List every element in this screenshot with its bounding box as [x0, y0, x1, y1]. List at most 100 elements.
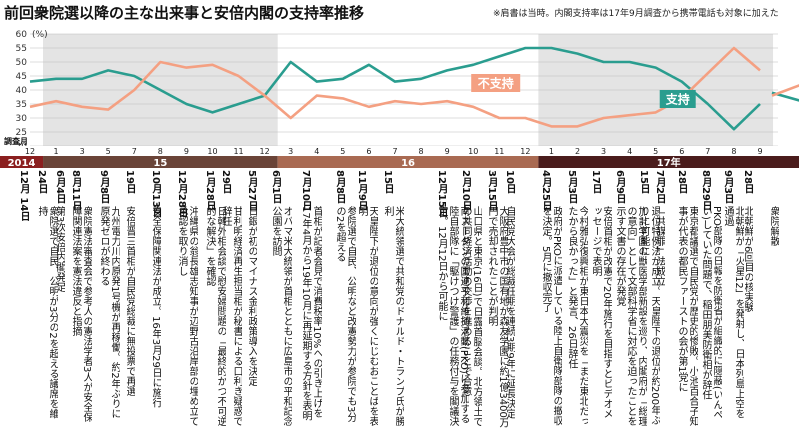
event-text: 米大統領選で共和党のドナルド・トランプ氏が勝利: [382, 206, 404, 426]
x-tick-5: 8: [158, 147, 163, 156]
event-text: 退位特例法が成立。天皇陛下の退位が約200年ぶりに可能に: [638, 206, 660, 426]
series-line-0: [29, 46, 761, 131]
series-label-box-0: [659, 90, 696, 108]
event-text: 加計学園の獣医学部新設を巡り、内閣府が「総理の意向」として文部科学省に対応を迫っ…: [614, 206, 647, 426]
event-text: 大阪府豊中市の国有地が森友学園に約1億3400万円で売却されたことが判明: [486, 206, 508, 428]
x-tick-18: 11: [494, 147, 504, 156]
year-band-0: [0, 156, 44, 168]
event-text: 政府がPKOに派遣している陸上自衛隊部隊の撤収を決定。5月に撤収完了: [540, 206, 562, 426]
y-tick-40: 40: [16, 86, 28, 96]
event-date: 24日: [36, 170, 47, 194]
footnote: ※肩書は当時。内閣支持率は17年9月調査から携帯電話も対象に加えた: [493, 9, 779, 19]
event-text: PKO部隊の日報を防衛省が組織的に隠蔽(いんぺい)していた問題で、稲田朋美防衛相…: [700, 206, 722, 420]
y-tick-50: 50: [16, 58, 28, 68]
event-text: 日韓外相会談で慰安婦問題の「最終的かつ不可逆的な解決」を確認: [204, 206, 226, 426]
event-text: 甘利明経済再生担当相が秘書による口利き疑惑で辞任: [220, 206, 242, 426]
event-date: 10日: [504, 170, 515, 194]
y-tick-35: 35: [16, 100, 27, 110]
year-label-2: 16: [401, 158, 415, 169]
year-band-3: [538, 156, 799, 168]
event-text: 第3次安倍内閣発足: [54, 206, 65, 293]
event-text: 北朝鮮が「火星12」を発射し、日本列島上空を通過: [722, 206, 744, 419]
x-tick-23: 4: [627, 147, 632, 156]
series-label-1: 不支持: [478, 76, 514, 91]
x-tick-16: 9: [445, 147, 450, 156]
x-tick-2: 3: [80, 147, 85, 156]
event-text: 衆院憲法審査会で参考人の憲法学者3人が安全保障関連法案を憲法違反と指摘: [70, 206, 92, 423]
event-text: 安倍首相が改憲で20年施行を目指すとビデオメッセージで表明: [590, 206, 612, 419]
series-tail-1: [771, 84, 799, 97]
x-tick-0: 12: [25, 147, 35, 156]
x-tick-28: 9: [757, 147, 762, 156]
x-tick-3: 5: [106, 147, 111, 156]
event-date: 8月11日: [70, 170, 81, 211]
event-text: 首相が記者会見で消費税率10%への引き上げを17年4月から19年10月に再延期す…: [300, 206, 322, 421]
event-date: 6月4日: [54, 170, 65, 204]
event-text: 「共謀罪」法成立: [654, 206, 665, 286]
x-tick-8: 11: [233, 147, 243, 156]
x-tick-14: 7: [392, 147, 397, 156]
event-date: 7月10日: [300, 170, 311, 211]
event-date: 19日: [124, 170, 135, 194]
month-row: [0, 146, 799, 155]
y-tick-25: 25: [16, 128, 27, 138]
year-label-1: 15: [153, 158, 167, 169]
series-line-1: [29, 46, 761, 128]
y-axis-unit: (%): [32, 30, 48, 40]
event-date: 10月13日: [150, 170, 161, 218]
event-date: 7月2日: [654, 170, 665, 204]
event-text: オバマ米大統領が首相とともに広島市の平和記念公園を訪問: [270, 206, 292, 426]
event-date: 12月 14日: [18, 170, 29, 222]
x-tick-26: 7: [705, 147, 710, 156]
year-label-3: 17年: [657, 156, 681, 169]
event-date: 1月28日: [204, 170, 215, 211]
x-tick-9: 12: [260, 147, 270, 156]
event-date: 15日: [382, 170, 393, 194]
event-date: 11月9日: [356, 170, 367, 211]
x-tick-24: 5: [653, 147, 658, 156]
event-text: 自民党大会が総裁任期を連続3期9年に延長決定: [504, 206, 515, 419]
event-date: 12月15日: [436, 170, 447, 218]
event-date: 5月3日: [566, 170, 577, 204]
event-text: 東京都議選で自民党が歴史的惨敗。小池百合子知事が代表の都民ファーストの会が第1党…: [676, 206, 698, 426]
x-tick-4: 7: [132, 147, 137, 156]
page-title: 前回衆院選以降の主な出来事と安倍内閣の支持率推移: [4, 4, 365, 22]
x-tick-7: 10: [207, 147, 217, 156]
event-text: 天皇陛下が退位の意向が強くにじむおことばを表明: [356, 206, 378, 426]
event-date: 28日: [742, 170, 753, 194]
series-label-0: 支持: [665, 92, 690, 107]
event-date: 28日: [676, 170, 687, 194]
event-date: 3月15日: [486, 170, 497, 211]
event-date: 9月3日: [722, 170, 733, 204]
event-date: 29日: [220, 170, 231, 194]
event-date: 15日: [638, 170, 649, 194]
event-text: 衆院解散: [768, 206, 779, 246]
event-text: 衆院選で自民、公明が3分の2を超える議席を維持: [36, 206, 58, 419]
series-label-box-1: [471, 74, 521, 92]
x-tick-20: 1: [549, 147, 554, 156]
x-tick-22: 3: [601, 147, 606, 156]
x-tick-13: 6: [366, 147, 371, 156]
event-text: 九州電力川内原発1号機が再稼働。約2年ぶりに原発ゼロが終わる: [98, 206, 120, 419]
x-tick-25: 6: [679, 147, 684, 156]
y-tick-30: 30: [16, 114, 28, 124]
y-tick-60: 60: [16, 30, 28, 40]
line-chart: 202530354045505560(%)支持不支持調査月12135789101…: [0, 30, 799, 169]
x-tick-15: 8: [419, 147, 424, 156]
year-label-0: 2014: [8, 158, 36, 169]
event-date: 5月27日: [246, 170, 257, 211]
event-text: 日銀が初のマイナス金利政策導入を決定: [246, 206, 257, 386]
event-date: 9月8日: [98, 170, 109, 204]
x-tick-17: 10: [468, 147, 478, 156]
event-text: 安全保障関連法が成立。16年3月29日に施行: [150, 206, 161, 408]
event-date: 12月28日: [176, 170, 187, 218]
year-band-1: [43, 156, 278, 168]
event-text: 沖縄県の翁長雄志知事が辺野古沿岸部の埋め立て承認を取り消し: [176, 206, 198, 426]
event-date: 4月25日: [540, 170, 551, 211]
event-date: 6月9日: [614, 170, 625, 204]
event-date: 8月29日: [700, 170, 711, 211]
survey-month-label: 調査月: [4, 136, 28, 146]
event-text: 安倍晋三首相が自民党総裁に無投票で再選: [124, 206, 135, 396]
event-text: 参院選で自民、公明など改憲勢力が参院でも3分の2を超える: [334, 206, 356, 423]
y-tick-55: 55: [16, 44, 27, 54]
